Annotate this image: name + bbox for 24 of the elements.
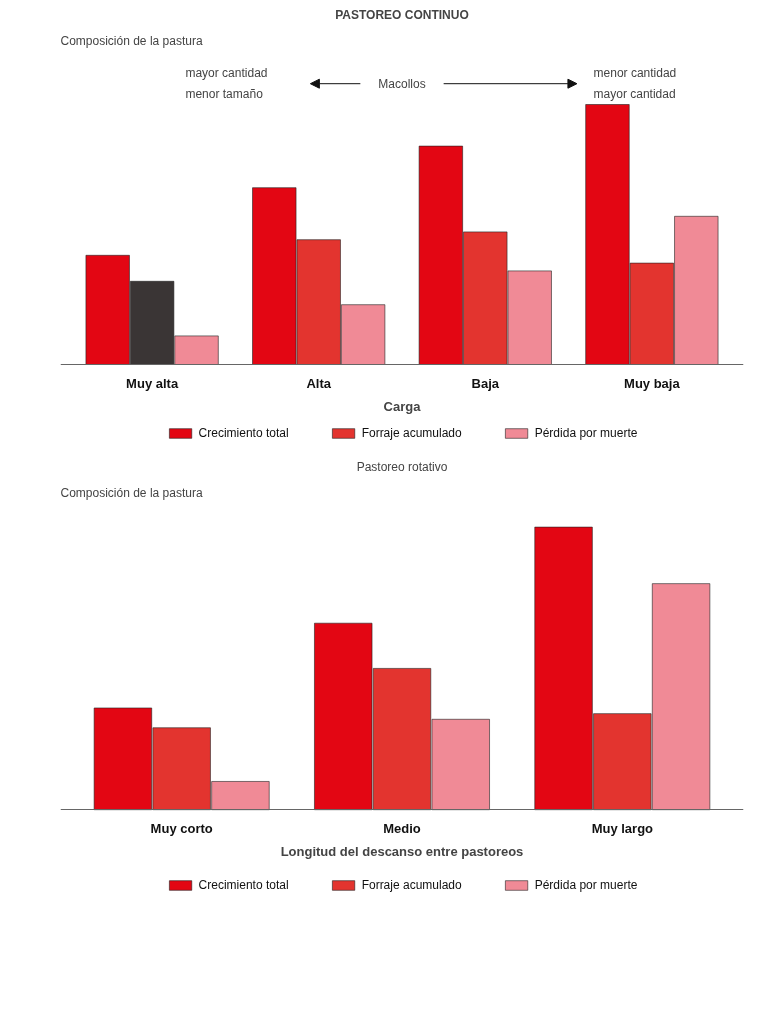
text: mayor cantidad <box>185 66 268 81</box>
legend-label: Crecimiento total <box>198 878 289 892</box>
x-tick-label: Medio <box>383 820 421 836</box>
x-tick-label: Baja <box>471 375 500 391</box>
chart-title: Pastoreo rotativo <box>356 459 448 474</box>
x-tick-label: Muy baja <box>624 375 681 391</box>
text: menor cantidad <box>593 66 677 81</box>
legend-label: Pérdida por muerte <box>534 426 638 440</box>
text: Macollos <box>378 76 426 91</box>
text: mayor cantidad <box>593 87 676 102</box>
legend-label: Forraje acumulado <box>361 426 462 440</box>
x-tick-label: Alta <box>306 375 332 391</box>
x-tick-label: Muy largo <box>591 820 654 836</box>
x-tick-label: Muy corto <box>150 820 213 836</box>
legend-label: Pérdida por muerte <box>534 878 638 892</box>
chart-title: PASTOREO CONTINUO <box>335 7 469 22</box>
x-axis-title: Longitud del descanso entre pastoreos <box>280 843 524 859</box>
legend-label: Crecimiento total <box>198 426 289 440</box>
y-axis-title: Composición de la pastura <box>60 485 203 500</box>
legend-label: Forraje acumulado <box>361 878 462 892</box>
x-tick-label: Muy alta <box>126 375 179 391</box>
text: menor tamaño <box>185 87 264 102</box>
y-axis-title: Composición de la pastura <box>60 33 203 48</box>
x-axis-title: Carga <box>383 398 422 414</box>
